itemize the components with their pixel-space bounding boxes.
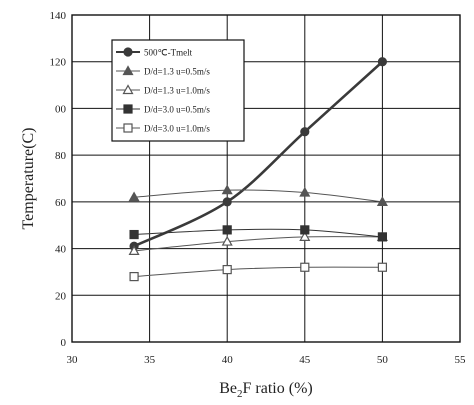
data-point-square xyxy=(377,232,387,242)
data-point-triangle xyxy=(122,65,134,76)
y-tick-label: 20 xyxy=(55,290,67,302)
data-point-triangle xyxy=(128,245,140,256)
x-tick-label: 50 xyxy=(377,354,389,366)
data-point-circle xyxy=(377,57,387,67)
x-tick-label: 55 xyxy=(455,354,467,366)
y-axis-title: Temperature(C) xyxy=(20,128,37,230)
y-tick-label: 0 xyxy=(61,337,67,349)
data-point-triangle xyxy=(376,196,388,206)
legend-label: D/d=3.0 u=1.0m/s xyxy=(144,124,210,134)
data-point-circle xyxy=(222,197,232,207)
series-line-2 xyxy=(134,189,383,203)
y-tick-label: 40 xyxy=(55,244,67,256)
y-tick-label: 00 xyxy=(55,103,67,115)
legend: 500℃-Tmelt D/d=1.3 u=0.5m/s D/d=1.3 u=1.0m… xyxy=(111,39,245,142)
x-tick-label: 35 xyxy=(144,354,156,366)
data-point-circle xyxy=(123,47,133,57)
x-tick-label: 30 xyxy=(67,354,79,366)
plot-frame xyxy=(71,14,461,343)
x-axis-title: Be2F ratio (%) xyxy=(219,380,312,400)
x-tick-label: 45 xyxy=(299,354,311,366)
data-point-circle xyxy=(300,127,310,137)
legend-label: D/d=1.3 u=1.0m/s xyxy=(144,86,210,96)
data-point-square xyxy=(123,104,133,114)
legend-label: D/d=1.3 u=0.5m/s xyxy=(144,67,210,77)
data-point-square xyxy=(377,262,387,272)
series-line-5 xyxy=(134,266,383,278)
x-tick-label: 40 xyxy=(222,354,234,366)
series-lines xyxy=(133,60,384,278)
data-point-square xyxy=(300,262,310,272)
data-point-square xyxy=(222,264,232,275)
data-point-square xyxy=(129,229,139,240)
series-line-4 xyxy=(134,228,383,238)
data-point-square xyxy=(123,123,133,133)
series-line-1 xyxy=(133,60,384,248)
legend-label: D/d=3.0 u=0.5m/s xyxy=(144,105,210,115)
series-line-3 xyxy=(134,236,383,252)
y-tick-label: 120 xyxy=(50,57,67,69)
data-point-square xyxy=(129,272,139,282)
y-tick-label: 140 xyxy=(50,10,67,22)
data-point-square xyxy=(222,225,232,235)
series-markers xyxy=(128,57,388,282)
data-point-triangle xyxy=(122,84,134,95)
legend-label: 500℃-Tmelt xyxy=(144,48,193,58)
data-point-triangle xyxy=(128,191,140,202)
y-tick-label: 60 xyxy=(55,197,67,209)
data-point-triangle xyxy=(299,186,311,197)
y-tick-label: 80 xyxy=(55,150,67,162)
data-point-triangle xyxy=(299,231,311,241)
data-point-square xyxy=(300,225,310,235)
data-point-triangle xyxy=(221,184,233,195)
data-point-triangle xyxy=(221,235,233,246)
tick-labels: 30 35 40 45 50 55 0 20 40 60 80 00 120 140 xyxy=(50,10,467,366)
